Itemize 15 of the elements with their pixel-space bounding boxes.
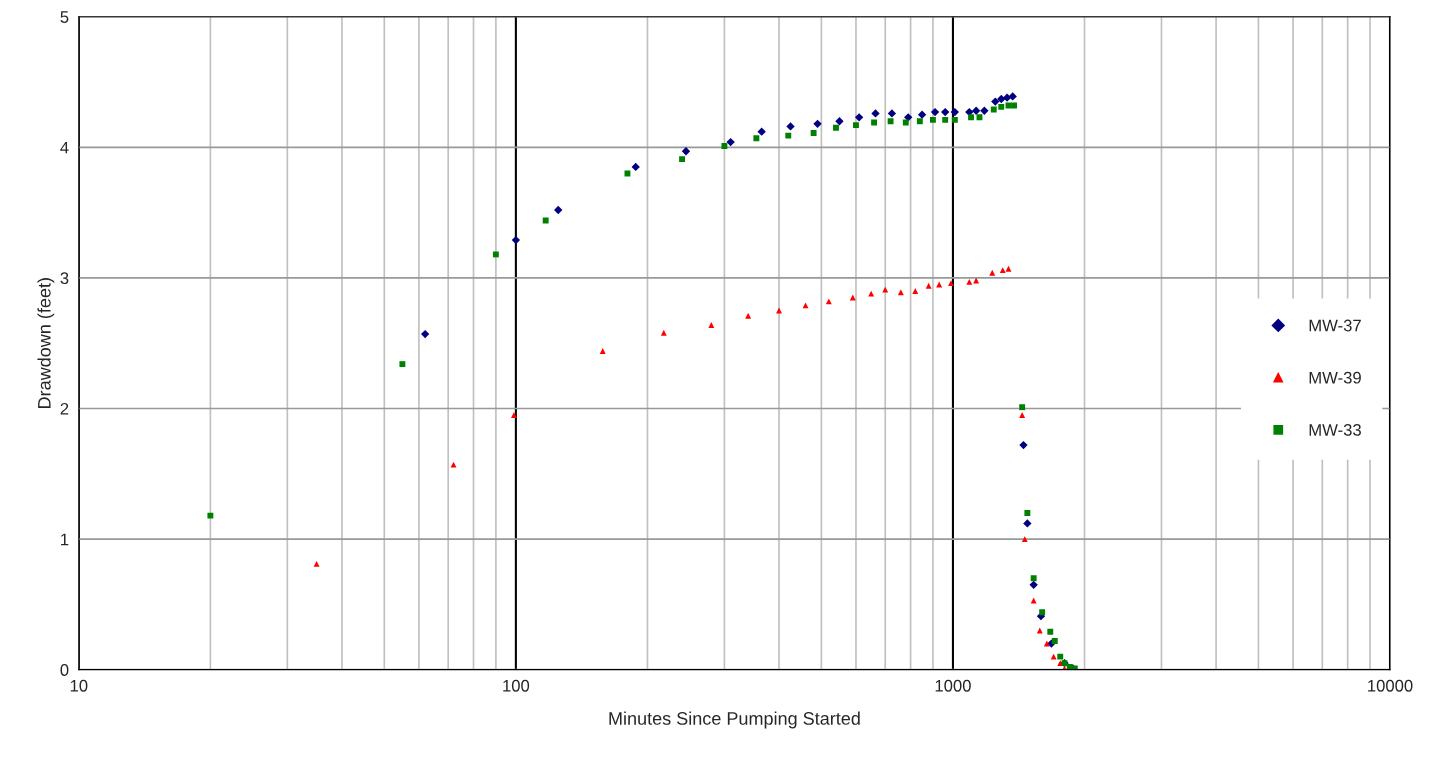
- x-tick-label: 1000: [935, 679, 971, 692]
- y-tick-label: 4: [60, 141, 69, 154]
- y-tick-label: 1: [61, 533, 69, 546]
- legend-label: MW-37: [1309, 319, 1361, 332]
- y-tick-label: 3: [60, 272, 69, 285]
- y-tick-label: 5: [60, 11, 69, 23]
- legend-label: MW-39: [1309, 371, 1361, 384]
- y-tick-label: 2: [60, 402, 69, 415]
- x-tick-label: 10000: [1368, 679, 1413, 692]
- x-axis-title: Minutes Since Pumping Started: [609, 711, 860, 729]
- legend-label: MW-33: [1309, 424, 1361, 436]
- y-tick-label: 0: [60, 664, 69, 676]
- x-tick-label: 100: [503, 679, 530, 692]
- x-tick-label: 10: [70, 679, 88, 692]
- y-axis-title: Drawdown (feet): [37, 278, 55, 408]
